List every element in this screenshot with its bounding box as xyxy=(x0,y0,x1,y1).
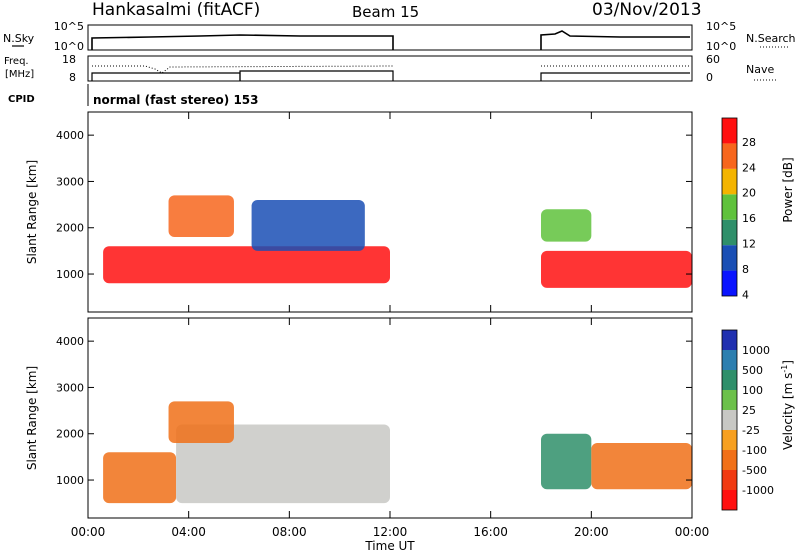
nave-tick-top: 60 xyxy=(706,53,720,66)
power-colorbar-tick: 16 xyxy=(742,212,756,225)
freq-tick-top: 18 xyxy=(62,53,76,66)
freq-tick-bottom: 8 xyxy=(69,71,76,84)
freq-unit-label: [MHz] xyxy=(5,69,34,80)
power-panel: 4000 3000 2000 1000 Slant Range [km] 28 24 20… xyxy=(25,111,795,313)
power-colorbar-tick: 12 xyxy=(742,238,756,251)
velocity-colorbar-segment xyxy=(722,490,737,510)
time-tick-label: 04:00 xyxy=(171,525,206,539)
freq-trace-evening xyxy=(540,72,690,81)
velocity-data-region xyxy=(103,452,177,504)
power-data-layer xyxy=(103,195,692,288)
power-data-region xyxy=(103,246,390,284)
velocity-colorbar-segment xyxy=(722,470,737,490)
power-colorbar-label: Power [dB] xyxy=(781,157,795,222)
time-tick-label: 20:00 xyxy=(574,525,609,539)
velocity-colorbar: 1000 500 100 25 -25 -100 -500 -1000 xyxy=(721,329,774,511)
velocity-colorbar-segment xyxy=(722,370,737,390)
power-colorbar-segment xyxy=(722,194,737,220)
power-axis-ticks: 4000 3000 2000 1000 xyxy=(56,112,693,312)
power-colorbar-tick: 8 xyxy=(742,263,749,276)
velocity-colorbar-tick: 500 xyxy=(742,364,763,377)
velocity-data-layer xyxy=(103,401,692,504)
nsky-trace-evening xyxy=(540,30,690,50)
time-tick-label: 08:00 xyxy=(272,525,307,539)
velocity-colorbar-tick: -100 xyxy=(742,444,767,457)
freq-panel-frame xyxy=(87,55,693,82)
velocity-colorbar-frame xyxy=(721,329,738,511)
velocity-colorbar-segment xyxy=(722,350,737,370)
time-axis-label: Time UT xyxy=(364,539,415,553)
power-colorbar-tick: 4 xyxy=(742,288,749,301)
time-tick-label: 00:00 xyxy=(71,525,106,539)
power-colorbar-tick: 20 xyxy=(742,187,756,200)
velocity-colorbar-label: Velocity [m s-1] xyxy=(780,360,795,450)
power-data-region xyxy=(541,250,692,288)
time-axis-ticks: 00:00 04:00 08:00 12:00 16:00 20:00 00:00 xyxy=(71,525,710,539)
velocity-ylabel: Slant Range [km] xyxy=(25,366,39,470)
freq-trace-afternoon xyxy=(239,70,394,81)
power-ytick-label: 3000 xyxy=(56,175,84,188)
velocity-ytick-label: 4000 xyxy=(56,335,84,348)
station-title: Hankasalmi (fitACF) xyxy=(92,0,260,20)
velocity-colorbar-segment xyxy=(722,390,737,410)
power-colorbar-frame xyxy=(721,117,738,297)
power-colorbar: 28 24 20 16 12 8 4 xyxy=(721,117,756,301)
velocity-data-region xyxy=(541,433,592,490)
power-colorbar-segment xyxy=(722,270,737,296)
velocity-colorbar-segment xyxy=(722,330,737,350)
power-colorbar-segment xyxy=(722,168,737,195)
time-tick-label: 12:00 xyxy=(373,525,408,539)
nsearch-right-tick-bottom: 10^0 xyxy=(706,40,736,53)
velocity-colorbar-segment xyxy=(722,450,737,470)
nsearch-right-tick-top: 10^5 xyxy=(706,20,736,33)
cpid-value: normal (fast stereo) 153 xyxy=(93,93,259,107)
power-colorbar-segment xyxy=(722,219,737,246)
nsky-left-tick-bottom: 10^0 xyxy=(54,40,84,53)
velocity-data-region xyxy=(591,443,692,490)
power-colorbar-segment xyxy=(722,245,737,271)
velocity-colorbar-tick: 25 xyxy=(742,404,756,417)
power-colorbar-segment xyxy=(722,143,737,169)
nsky-trace-day xyxy=(91,34,394,50)
freq-label: Freq. xyxy=(4,56,29,67)
power-ytick-label: 1000 xyxy=(56,268,84,281)
velocity-ytick-label: 1000 xyxy=(56,474,84,487)
velocity-axis-ticks: 4000 3000 2000 1000 xyxy=(56,318,693,518)
nave-label: Nave xyxy=(746,63,774,76)
nave-trace-day xyxy=(92,65,394,74)
power-colorbar-segment xyxy=(722,118,737,144)
power-data-region xyxy=(168,195,234,237)
nsky-left-tick-top: 10^5 xyxy=(54,20,84,33)
velocity-data-region xyxy=(168,401,234,443)
velocity-colorbar-segment xyxy=(722,410,737,430)
velocity-data-region xyxy=(176,424,390,504)
velocity-colorbar-tick: -25 xyxy=(742,424,760,437)
nsky-panel-frame xyxy=(87,24,693,51)
power-data-region xyxy=(251,199,365,251)
velocity-colorbar-tick: -1000 xyxy=(742,484,774,497)
time-tick-label: 00:00 xyxy=(675,525,710,539)
velocity-ytick-label: 2000 xyxy=(56,428,84,441)
velocity-colorbar-segment xyxy=(722,430,737,450)
power-data-region xyxy=(541,209,592,242)
power-colorbar-tick: 28 xyxy=(742,136,756,149)
velocity-colorbar-tick: 100 xyxy=(742,384,763,397)
time-tick-label: 16:00 xyxy=(473,525,508,539)
nave-tick-bottom: 0 xyxy=(706,71,713,84)
velocity-colorbar-tick: -500 xyxy=(742,464,767,477)
velocity-panel: 4000 3000 2000 1000 Slant Range [km] 1000 50… xyxy=(25,317,795,519)
power-ylabel: Slant Range [km] xyxy=(25,160,39,264)
beam-label: Beam 15 xyxy=(352,3,419,21)
power-ytick-label: 4000 xyxy=(56,129,84,142)
velocity-colorbar-tick: 1000 xyxy=(742,344,770,357)
nsearch-label: N.Search xyxy=(746,32,796,45)
velocity-ytick-label: 3000 xyxy=(56,381,84,394)
power-ytick-label: 2000 xyxy=(56,222,84,235)
nsky-label: N.Sky xyxy=(3,32,35,45)
power-colorbar-tick: 24 xyxy=(742,161,756,174)
freq-trace-day xyxy=(91,72,241,81)
date-label: 03/Nov/2013 xyxy=(592,0,702,20)
cpid-label: CPID xyxy=(8,94,35,105)
